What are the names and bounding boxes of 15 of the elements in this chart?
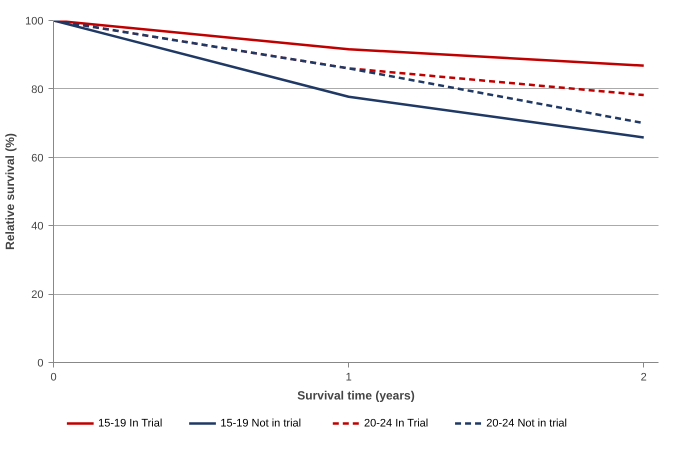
x-axis-title: Survival time (years) (297, 388, 415, 402)
legend-label: 20-24 In Trial (364, 418, 428, 430)
x-tick-label: 2 (640, 372, 647, 384)
legend-label: 20-24 Not in trial (486, 418, 567, 430)
x-tick-label: 0 (50, 372, 57, 384)
y-tick-label: 100 (25, 16, 44, 28)
y-tick-label: 40 (31, 220, 44, 233)
y-tick-label: 20 (31, 289, 44, 302)
y-axis-title: Relative survival (%) (3, 133, 18, 250)
legend-label: 15-19 Not in trial (220, 418, 302, 430)
y-tick-label: 0 (37, 358, 44, 370)
legend-label: 15-19 In Trial (98, 418, 162, 430)
y-tick-label: 60 (31, 152, 44, 164)
x-tick-label: 1 (346, 372, 352, 384)
y-tick-label: 80 (31, 84, 44, 96)
